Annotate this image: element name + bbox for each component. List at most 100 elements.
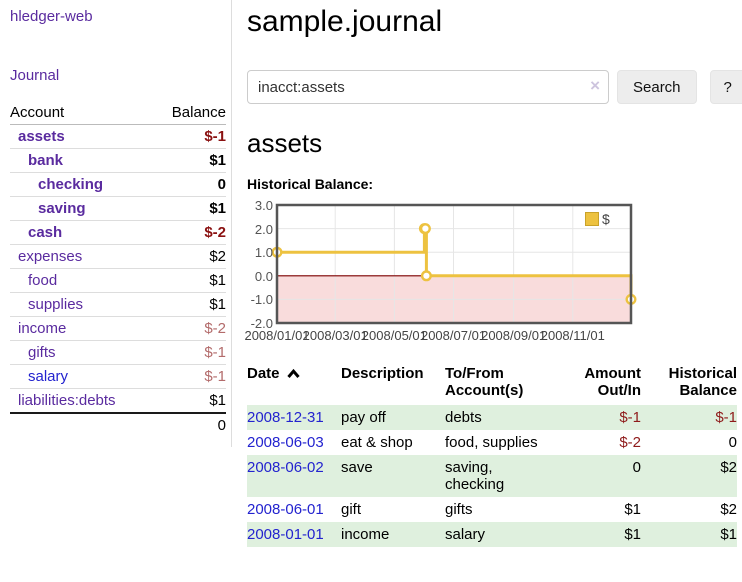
register-header-date[interactable]: Date [247, 363, 341, 405]
sidebar: hledger-web Journal Account Balance asse… [0, 0, 232, 447]
account-link-bank[interactable]: bank [28, 152, 64, 169]
register-header-accounts: To/From Account(s) [445, 365, 524, 399]
account-row-saving: saving $1 [10, 196, 226, 221]
accounts-table: Account Balance assets $-1 bank $1 check… [10, 101, 226, 437]
account-row-bank: bank $1 [10, 148, 226, 173]
journal-nav: Journal [10, 67, 226, 84]
transaction-description: eat & shop [341, 434, 413, 451]
account-row-cash: cash $-2 [10, 220, 226, 245]
register-header-description: Description [341, 365, 424, 382]
transaction-amount: 0 [632, 459, 641, 476]
search-input[interactable] [247, 70, 609, 104]
transaction-accounts: salary [445, 526, 486, 543]
transaction-accounts: debts [445, 409, 482, 426]
account-balance-cash: $-2 [204, 224, 226, 241]
transaction-accounts: food, supplies [445, 434, 538, 451]
y-axis-tick-label: 0.0 [254, 268, 273, 284]
transaction-date-link[interactable]: 2008-06-02 [247, 459, 324, 476]
search-form: × Search ? [247, 70, 742, 104]
x-axis-tick-label: 2008/05/01 [361, 328, 427, 343]
x-axis-tick-label: 2008/11/01 [540, 328, 605, 343]
register-row: 2008-01-01 income salary $1 $1 [247, 522, 737, 547]
historical-balance-chart: $ 3.0 2.0 1.0 0.0 -1.0 -2.0 2008/01/01 2008/03/… [244, 198, 742, 344]
sort-ascending-icon [286, 368, 300, 378]
register-header-amount: Amount Out/In [584, 365, 641, 399]
transaction-description: pay off [341, 409, 386, 426]
accounts-total-row: 0 [10, 413, 226, 437]
search-box: × [247, 70, 609, 104]
transaction-amount: $-1 [619, 409, 641, 426]
register-header-row: Date Description To/From Account(s) Amou… [247, 363, 737, 405]
account-link-income[interactable]: income [18, 320, 67, 337]
brand-link[interactable]: hledger-web [10, 8, 93, 25]
account-link-liabilities-debts[interactable]: liabilities:debts [18, 392, 116, 409]
transaction-accounts: saving, checking [445, 459, 505, 493]
accounts-total-value: 0 [217, 417, 226, 434]
transaction-balance: $2 [720, 459, 737, 476]
search-button[interactable]: Search [617, 70, 697, 104]
x-axis-tick-label: 2008/07/01 [420, 328, 487, 343]
account-row-expenses: expenses $2 [10, 244, 226, 269]
account-row-supplies: supplies $1 [10, 292, 226, 317]
account-row-gifts: gifts $-1 [10, 340, 226, 365]
account-balance-checking: 0 [217, 176, 226, 193]
account-link-food[interactable]: food [28, 272, 58, 289]
clear-search-icon[interactable]: × [590, 76, 600, 95]
accounts-header-balance: Balance [152, 101, 226, 125]
account-balance-food: $1 [209, 272, 226, 289]
legend-swatch-icon [585, 212, 599, 226]
chart-legend: $ [585, 211, 610, 227]
account-link-expenses[interactable]: expenses [18, 248, 83, 265]
register-row: 2008-12-31 pay off debts $-1 $-1 [247, 405, 737, 430]
register-header-balance: Historical Balance [668, 365, 737, 399]
transaction-amount: $1 [624, 526, 641, 543]
transaction-date-link[interactable]: 2008-12-31 [247, 409, 324, 426]
register-row: 2008-06-01 gift gifts $1 $2 [247, 497, 737, 522]
account-link-salary[interactable]: salary [28, 368, 69, 385]
sidebar-item-journal[interactable]: Journal [10, 67, 60, 84]
y-axis-tick-label: -2.0 [250, 316, 273, 331]
account-link-supplies[interactable]: supplies [28, 296, 84, 313]
account-row-salary: salary $-1 [10, 364, 226, 389]
page-title: sample.journal [247, 5, 443, 38]
y-axis-tick-label: -1.0 [250, 292, 273, 308]
account-balance-liabilities-debts: $1 [209, 392, 226, 409]
account-heading: assets [247, 128, 323, 158]
account-balance-income: $-2 [204, 320, 226, 337]
account-link-checking[interactable]: checking [38, 176, 104, 193]
account-link-cash[interactable]: cash [28, 224, 63, 241]
help-button[interactable]: ? [709, 70, 742, 104]
transaction-amount: $-2 [619, 434, 641, 451]
account-row-checking: checking 0 [10, 172, 226, 197]
register-table: Date Description To/From Account(s) Amou… [247, 363, 737, 547]
transaction-description: save [341, 459, 373, 476]
legend-label: $ [602, 211, 610, 227]
accounts-header-account: Account [10, 101, 153, 125]
account-link-assets[interactable]: assets [18, 128, 65, 145]
y-axis-tick-label: 3.0 [254, 198, 273, 213]
main-content: sample.journal × Search ? assets Histori… [232, 0, 742, 582]
account-balance-supplies: $1 [209, 296, 226, 313]
transaction-date-link[interactable]: 2008-01-01 [247, 526, 324, 543]
account-link-gifts[interactable]: gifts [28, 344, 56, 361]
x-axis-tick-label: 2008/03/01 [302, 328, 368, 343]
account-balance-bank: $1 [209, 152, 226, 169]
account-balance-saving: $1 [209, 200, 226, 217]
transaction-description: income [341, 526, 390, 543]
transaction-accounts: gifts [445, 501, 473, 518]
register-row: 2008-06-03 eat & shop food, supplies $-2… [247, 430, 737, 455]
transaction-amount: $1 [624, 501, 641, 518]
account-link-saving[interactable]: saving [38, 200, 86, 217]
account-balance-assets: $-1 [204, 128, 226, 145]
account-row-assets: assets $-1 [10, 125, 226, 149]
account-balance-expenses: $2 [209, 248, 226, 265]
account-balance-salary: $-1 [204, 368, 226, 385]
transaction-balance: $1 [720, 526, 737, 543]
account-row-liabilities-debts: liabilities:debts $1 [10, 388, 226, 414]
brand: hledger-web [10, 8, 226, 25]
transaction-date-link[interactable]: 2008-06-01 [247, 501, 324, 518]
y-axis-tick-label: 1.0 [254, 245, 273, 261]
transaction-date-link[interactable]: 2008-06-03 [247, 434, 324, 451]
account-row-food: food $1 [10, 268, 226, 293]
